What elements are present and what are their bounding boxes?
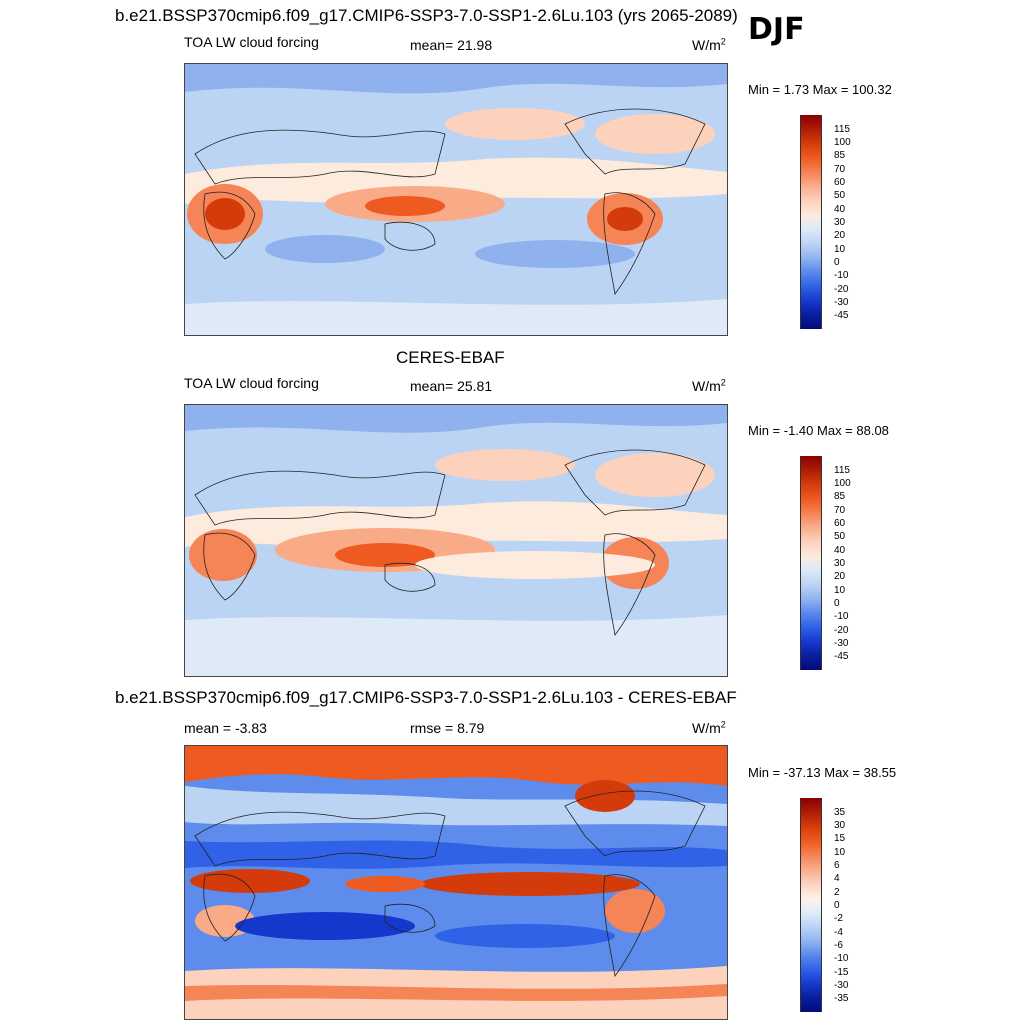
panel-3-map xyxy=(184,745,728,1020)
cbar-3-tick: 0 xyxy=(834,900,840,911)
cbar-1-tick: -10 xyxy=(834,270,849,281)
panel-1-colorbar: 115 100 85 70 60 50 40 30 20 10 0 -10 -2… xyxy=(800,115,880,329)
cbar-1-tick: 70 xyxy=(834,164,846,175)
cbar-2-tick: -30 xyxy=(834,638,849,649)
panel-2-minmax: Min = -1.40 Max = 88.08 xyxy=(748,423,889,438)
cbar-3-tick: -10 xyxy=(834,953,849,964)
cbar-3-tick: -4 xyxy=(834,927,843,938)
cbar-3-tick: 2 xyxy=(834,887,840,898)
cbar-3-tick: 4 xyxy=(834,873,840,884)
africa-convection xyxy=(189,529,257,581)
cbar-1-tick: 30 xyxy=(834,217,846,228)
panel-2-units: W/m2 xyxy=(692,377,726,394)
cbar-1-tick: 50 xyxy=(834,190,846,201)
cbar-2-tick: 85 xyxy=(834,491,846,502)
cbar-2-tick: -45 xyxy=(834,651,849,662)
cbar-2-tick: 115 xyxy=(834,465,850,476)
cbar-3-tick: 15 xyxy=(834,833,846,844)
cbar-3-tick: 10 xyxy=(834,847,846,858)
cbar-2-tick: 30 xyxy=(834,558,846,569)
panel-3-title: b.e21.BSSP370cmip6.f09_g17.CMIP6-SSP3-7.… xyxy=(115,688,737,707)
cbar-3-tick: -6 xyxy=(834,940,843,951)
panel-3-rmse: rmse = 8.79 xyxy=(410,720,485,736)
panel-1-mean: mean= 21.98 xyxy=(410,37,493,53)
cbar-1-tick: 40 xyxy=(834,204,846,215)
cbar-3-tick: 35 xyxy=(834,807,846,818)
panel-1-minmax: Min = 1.73 Max = 100.32 xyxy=(748,82,892,97)
cbar-2-tick: 60 xyxy=(834,518,846,529)
panel-1-left-label: TOA LW cloud forcing xyxy=(184,34,319,50)
panel-1-title: b.e21.BSSP370cmip6.f09_g17.CMIP6-SSP3-7.… xyxy=(115,6,738,25)
panel-2-map xyxy=(184,404,728,677)
pacific-storm-track xyxy=(435,449,575,481)
cbar-1-tick: -20 xyxy=(834,284,849,295)
cbar-1-tick: 85 xyxy=(834,150,846,161)
cbar-1-tick: 115 xyxy=(834,124,850,135)
cbar-2-tick: 50 xyxy=(834,531,846,542)
coastlines xyxy=(194,790,706,977)
coastlines xyxy=(194,449,706,636)
cbar-2-tick: 10 xyxy=(834,585,846,596)
cbar-1-tick: 100 xyxy=(834,137,851,148)
cbar-1-tick: -30 xyxy=(834,297,849,308)
itcz-band xyxy=(185,157,727,204)
cbar-3-tick: 6 xyxy=(834,860,840,871)
cbar-3-tick: 30 xyxy=(834,820,846,831)
cbar-2-tick: 100 xyxy=(834,478,851,489)
panel-3-colorbar: 35 30 15 10 6 4 2 0 -2 -4 -6 -10 -15 -30… xyxy=(800,798,880,1012)
cbar-1-tick: -45 xyxy=(834,310,849,321)
cbar-2-tick: 70 xyxy=(834,505,846,516)
cbar-3-tick: -15 xyxy=(834,967,849,978)
cbar-2-tick: -20 xyxy=(834,625,849,636)
coastlines xyxy=(194,108,706,295)
pacific-positive-band xyxy=(420,872,640,896)
cbar-1-tick: 20 xyxy=(834,230,846,241)
panel-2-colorbar: 115 100 85 70 60 50 40 30 20 10 0 -10 -2… xyxy=(800,456,880,670)
cbar-1-tick: 60 xyxy=(834,177,846,188)
panel-1-units: W/m2 xyxy=(692,36,726,53)
pacific-storm-track xyxy=(445,108,585,140)
cbar-2-tick: -10 xyxy=(834,611,849,622)
indian-ocean-positive xyxy=(190,869,310,893)
arctic-positive xyxy=(185,746,727,786)
cbar-1-tick: 10 xyxy=(834,244,846,255)
na-storm-track xyxy=(595,453,715,497)
high-lat-north xyxy=(185,64,727,94)
cbar-3-tick: -30 xyxy=(834,980,849,991)
panel-2-mean: mean= 25.81 xyxy=(410,378,493,394)
panel-2-left-label: TOA LW cloud forcing xyxy=(184,375,319,391)
cbar-1-tick: 0 xyxy=(834,257,840,268)
cbar-2-tick: 20 xyxy=(834,571,846,582)
panel-3-units: W/m2 xyxy=(692,719,726,736)
panel-3-mean: mean = -3.83 xyxy=(184,720,267,736)
cbar-3-tick: -35 xyxy=(834,993,849,1004)
cbar-3-tick: -2 xyxy=(834,913,843,924)
cbar-2-tick: 0 xyxy=(834,598,840,609)
na-storm-track xyxy=(595,114,715,154)
panel-2-title: CERES-EBAF xyxy=(396,348,505,367)
cbar-2-tick: 40 xyxy=(834,545,846,556)
season-label: DJF xyxy=(748,12,805,47)
panel-1-map xyxy=(184,63,728,336)
panel-3-minmax: Min = -37.13 Max = 38.55 xyxy=(748,765,897,780)
